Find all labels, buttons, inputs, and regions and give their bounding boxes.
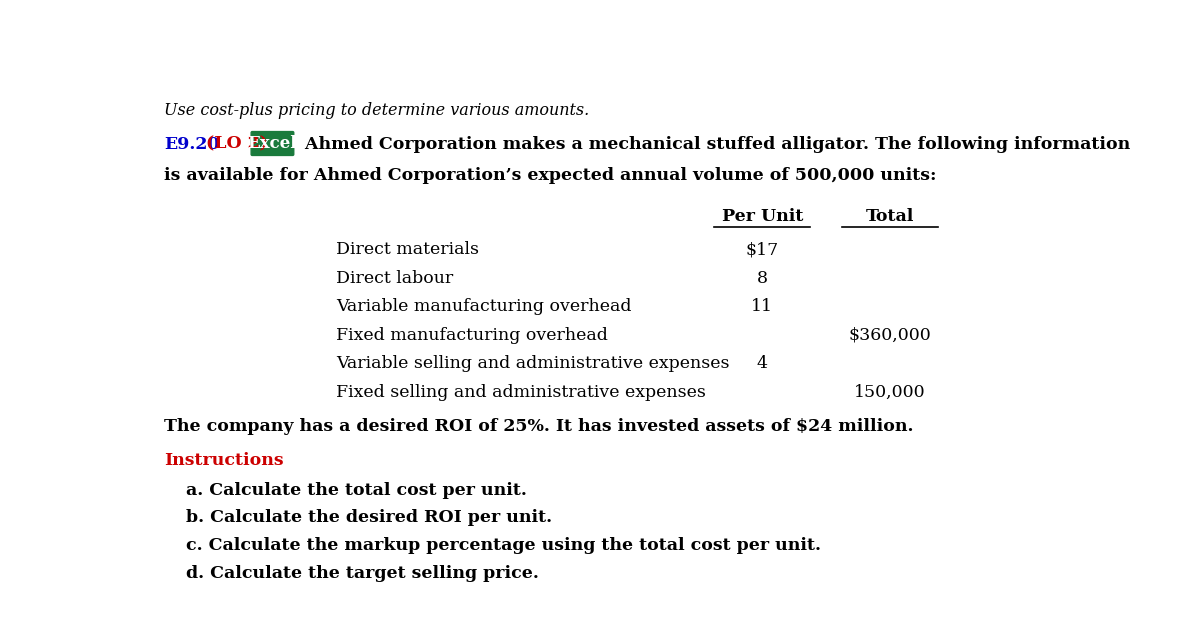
Text: $360,000: $360,000 bbox=[848, 327, 931, 344]
Text: Fixed manufacturing overhead: Fixed manufacturing overhead bbox=[336, 327, 608, 344]
Text: Total: Total bbox=[866, 208, 914, 225]
Text: c. Calculate the markup percentage using the total cost per unit.: c. Calculate the markup percentage using… bbox=[186, 537, 821, 554]
Text: The company has a desired ROI of 25%. It has invested assets of $24 million.: The company has a desired ROI of 25%. It… bbox=[164, 419, 913, 435]
Text: Fixed selling and administrative expenses: Fixed selling and administrative expense… bbox=[336, 384, 706, 401]
Text: Variable selling and administrative expenses: Variable selling and administrative expe… bbox=[336, 355, 730, 372]
Text: Variable manufacturing overhead: Variable manufacturing overhead bbox=[336, 298, 631, 316]
Text: Use cost-plus pricing to determine various amounts.: Use cost-plus pricing to determine vario… bbox=[164, 102, 589, 119]
Text: 150,000: 150,000 bbox=[854, 384, 926, 401]
Text: Instructions: Instructions bbox=[164, 452, 283, 469]
Text: b. Calculate the desired ROI per unit.: b. Calculate the desired ROI per unit. bbox=[186, 509, 552, 526]
Text: Direct labour: Direct labour bbox=[336, 270, 454, 287]
Text: $17: $17 bbox=[745, 242, 779, 258]
Text: Direct materials: Direct materials bbox=[336, 242, 479, 258]
Text: a. Calculate the total cost per unit.: a. Calculate the total cost per unit. bbox=[186, 482, 527, 498]
Text: E9.20: E9.20 bbox=[164, 136, 220, 153]
Text: Excel: Excel bbox=[247, 135, 298, 152]
Text: is available for Ahmed Corporation’s expected annual volume of 500,000 units:: is available for Ahmed Corporation’s exp… bbox=[164, 167, 936, 184]
FancyBboxPatch shape bbox=[251, 131, 294, 155]
Text: 11: 11 bbox=[751, 298, 773, 316]
Text: Per Unit: Per Unit bbox=[721, 208, 803, 225]
Text: 8: 8 bbox=[757, 270, 768, 287]
Text: 4: 4 bbox=[757, 355, 768, 372]
Text: d. Calculate the target selling price.: d. Calculate the target selling price. bbox=[186, 565, 539, 582]
Text: (LO 2): (LO 2) bbox=[206, 136, 268, 153]
Text: Ahmed Corporation makes a mechanical stuffed alligator. The following informatio: Ahmed Corporation makes a mechanical stu… bbox=[299, 136, 1130, 153]
